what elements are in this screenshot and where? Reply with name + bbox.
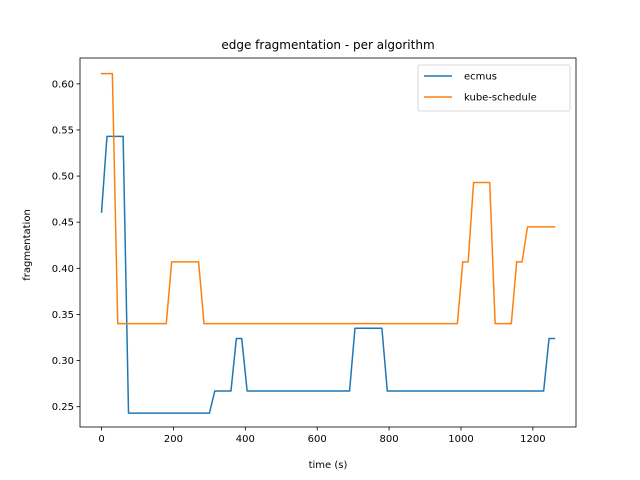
legend-label-0: ecmus xyxy=(464,72,497,83)
legend-label-1: kube-schedule xyxy=(464,93,537,104)
x-tick-label: 1200 xyxy=(520,434,545,445)
y-tick-label: 0.55 xyxy=(52,125,74,136)
y-tick-label: 0.50 xyxy=(52,172,74,183)
x-tick-label: 0 xyxy=(98,434,104,445)
y-tick-label: 0.30 xyxy=(52,356,74,367)
x-tick-label: 200 xyxy=(164,434,183,445)
y-tick-label: 0.45 xyxy=(52,218,74,229)
axes-frame xyxy=(79,57,577,428)
x-tick-label: 400 xyxy=(236,434,255,445)
x-tick-label: 600 xyxy=(308,434,327,445)
series-line-1 xyxy=(100,72,556,325)
x-axis-label: time (s) xyxy=(309,460,348,471)
chart-title: edge fragmentation - per algorithm xyxy=(221,38,434,52)
x-tick-label: 1000 xyxy=(448,434,473,445)
series-line-0 xyxy=(100,135,556,414)
legend: ecmus kube-schedule xyxy=(417,64,571,112)
y-tick-label: 0.25 xyxy=(52,402,74,413)
legend-box xyxy=(417,64,571,112)
x-tick-label: 800 xyxy=(380,434,399,445)
plot-area: 0 200 400 600 800 1000 1200 0.25 0.30 0.35 0.40 0.4… xyxy=(52,57,577,445)
y-tick-label: 0.60 xyxy=(52,79,74,90)
y-tick-label: 0.40 xyxy=(52,264,74,275)
y-axis-label: fragmentation xyxy=(22,209,33,281)
y-tick-label: 0.35 xyxy=(52,310,74,321)
